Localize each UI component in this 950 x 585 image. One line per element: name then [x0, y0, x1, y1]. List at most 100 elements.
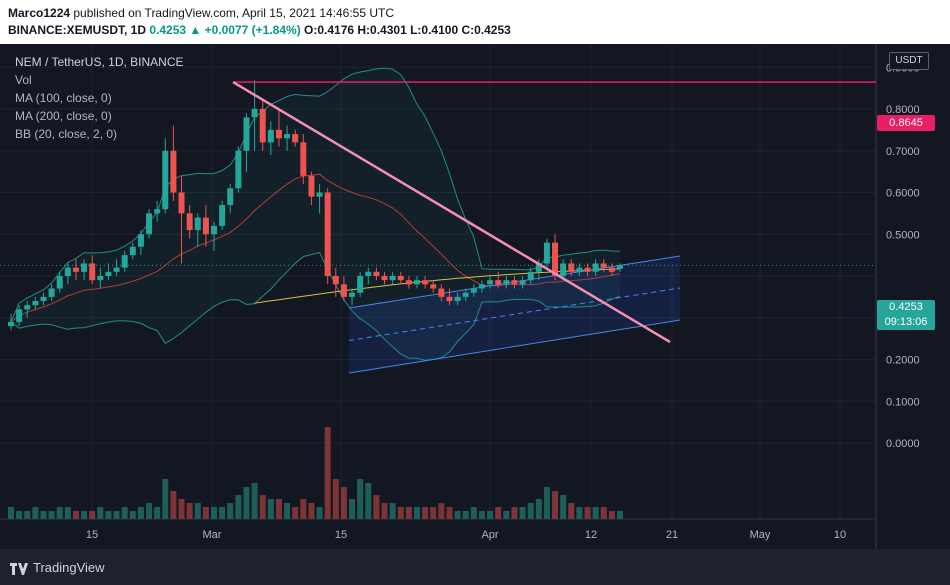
volume-bar [40, 511, 47, 519]
volume-bar [357, 479, 364, 519]
candle [32, 296, 39, 310]
candle [568, 259, 575, 276]
candle-body [89, 263, 96, 281]
volume-bar [324, 427, 331, 519]
candle [202, 205, 209, 247]
candle [470, 284, 477, 297]
volume-bar [576, 507, 583, 519]
volume-bar [72, 511, 79, 519]
candle-body [381, 276, 388, 281]
candle-body [543, 242, 550, 264]
publish-info: Marco1224 published on TradingView.com, … [8, 6, 394, 20]
last-price: 0.4253 [149, 23, 187, 37]
candle [267, 121, 274, 155]
candle-body [154, 209, 161, 214]
channel-lower [348, 319, 681, 374]
candle [300, 134, 307, 185]
candle-body [137, 234, 144, 247]
candle [365, 267, 372, 285]
candle [584, 263, 591, 276]
legend-bb[interactable]: BB (20, close, 2, 0) [15, 127, 118, 141]
candle [332, 267, 339, 297]
candle-body [430, 284, 437, 289]
publish-header: Marco1224 published on TradingView.com, … [0, 0, 950, 44]
time-axis: 15 Mar 15 Apr 12 21 May 10 [86, 529, 846, 541]
volume-bar [373, 495, 380, 519]
legend-ma100[interactable]: MA (100, close, 0) [15, 91, 112, 105]
candle-body [227, 188, 234, 206]
candle [72, 259, 79, 281]
candle-body [535, 263, 542, 272]
volume-bar [381, 503, 388, 519]
price-tick-label: 0.0000 [886, 438, 920, 450]
candle [381, 271, 388, 285]
price-change: ▲ +0.0077 (+1.84%) [189, 23, 301, 37]
volume-bar [365, 483, 372, 519]
candle-body [202, 217, 209, 235]
date-tick-label: 10 [834, 529, 846, 541]
candle-body [81, 263, 88, 272]
candle-body [121, 255, 128, 268]
candle-body [97, 276, 104, 281]
candle [405, 276, 412, 289]
candle-body [267, 129, 274, 143]
candle [97, 267, 104, 289]
candle [487, 276, 494, 289]
volume-bar [552, 491, 559, 519]
candle-body [568, 263, 575, 272]
candle [129, 242, 136, 260]
candle [162, 138, 169, 214]
candle-body [170, 150, 177, 193]
candle [137, 230, 144, 256]
legend-ma200[interactable]: MA (200, close, 0) [15, 109, 112, 123]
volume-bar [89, 511, 96, 519]
volume-bar [430, 507, 437, 519]
candle-body [40, 296, 47, 302]
price-tag: 0.4253 09:13:06 [877, 300, 935, 330]
footer-bar: TradingView [0, 549, 950, 585]
candle [194, 213, 201, 247]
channel-fill [349, 256, 680, 373]
candle-body [487, 280, 494, 285]
volume-bar [470, 507, 477, 519]
volume-bar [56, 507, 63, 519]
candle [146, 209, 153, 239]
candle [389, 271, 396, 285]
legend-vol[interactable]: Vol [15, 73, 32, 87]
tradingview-logo[interactable]: TradingView [10, 560, 105, 575]
volume-bar [414, 507, 420, 519]
candle-body [438, 288, 445, 297]
candle [397, 271, 404, 285]
date-tick-label: Mar [203, 529, 222, 541]
volume-bar [349, 499, 356, 519]
candle [340, 276, 347, 302]
candle [617, 263, 623, 272]
volume-bar [105, 511, 112, 519]
candle [357, 271, 364, 297]
candle [349, 288, 356, 306]
candle [24, 301, 31, 318]
candle-body [414, 280, 420, 285]
volume-bar [527, 503, 534, 519]
bollinger-lower [10, 252, 621, 361]
candle-body [16, 309, 23, 322]
price-tick-label: 0.2000 [886, 355, 920, 367]
candle [430, 280, 437, 293]
candle [373, 267, 380, 281]
volume-bar [617, 511, 623, 519]
candle-body [584, 267, 591, 272]
volume-bar [32, 507, 39, 519]
candle-body [129, 246, 136, 256]
candle [422, 276, 429, 289]
volume-bar [592, 507, 599, 519]
date-tick-label: 12 [585, 529, 597, 541]
candle [478, 280, 485, 293]
currency-button[interactable]: USDT [889, 52, 929, 70]
volume-bar [503, 511, 510, 519]
candle [462, 288, 469, 302]
price-tag-value: 0.4253 [889, 301, 923, 313]
candle [600, 259, 607, 272]
candle-body [275, 129, 282, 139]
candle-body [324, 192, 331, 276]
author-name[interactable]: Marco1224 [8, 6, 71, 20]
